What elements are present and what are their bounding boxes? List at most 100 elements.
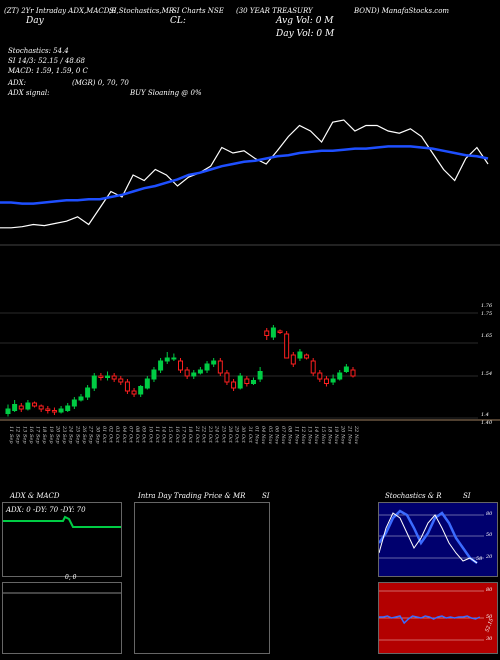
x-tick-label: 22 Oct — [200, 425, 206, 444]
candle-body — [323, 378, 329, 384]
mr-panel — [134, 502, 270, 654]
x-tick-label: 03 Oct — [114, 426, 120, 444]
x-tick-label: 25 Sep — [74, 425, 80, 444]
candle-body — [350, 369, 356, 377]
x-tick-label: 16 Oct — [174, 426, 180, 444]
x-tick-label: 27 Sep — [88, 425, 94, 444]
x-tick-label: 13 Nov — [307, 426, 313, 444]
candle-body — [237, 375, 243, 389]
average-line — [0, 145, 489, 205]
x-tick-label: 08 Nov — [287, 426, 293, 444]
adx-panel: ADX: 0 -DY: 70 -DY: 70 — [2, 502, 122, 577]
x-tick-label: 28 Oct — [227, 425, 233, 444]
candle-body — [178, 360, 183, 371]
candle-body — [211, 360, 217, 365]
x-tick-label: 10 Oct — [147, 426, 153, 444]
candle-body — [277, 330, 283, 333]
x-tick-label: 14 Oct — [161, 426, 167, 444]
x-tick-label: 17 Oct — [181, 426, 187, 444]
stoch-d-line — [379, 512, 478, 564]
candle-body — [131, 390, 137, 395]
price-label-6: 1.40 — [481, 420, 493, 426]
header-title-e: BOND) ManafaStocks.com — [354, 7, 450, 15]
x-tick-label: 23 Sep — [61, 425, 67, 444]
x-tick-label: 30 Oct — [240, 426, 246, 444]
stochastics-value: Stochastics: 54.4 — [8, 47, 69, 55]
candle-body — [197, 369, 203, 374]
adx-signal: ADX signal: — [8, 89, 50, 97]
candle-body — [257, 371, 263, 380]
candle-body — [51, 410, 57, 413]
x-tick-label: 25 Oct — [220, 425, 226, 444]
mr-panel-title: Intra Day Trading Price & MR — [138, 492, 246, 500]
candle-body — [138, 386, 144, 395]
macd-value: MACD: 1.59, 1.59, 0 C — [8, 67, 88, 75]
candle-body — [217, 360, 223, 374]
candle-body — [204, 363, 210, 371]
candle-body — [231, 381, 237, 389]
x-tick-label: 08 Oct — [134, 426, 140, 444]
candle-body — [297, 351, 303, 359]
adx-panel-title: ADX & MACD — [10, 492, 60, 500]
x-tick-label: 20 Sep — [54, 425, 60, 444]
rsi-level-80: 80 — [486, 587, 493, 593]
macd-small-value: 0, 0 — [65, 574, 77, 581]
momentum-line-chart — [0, 119, 500, 246]
candle-body — [304, 354, 310, 359]
x-tick-label: 31 Oct — [247, 426, 253, 444]
rsi-level-50: 50 — [486, 614, 493, 620]
header-title-c: SI Charts NSE — [172, 7, 224, 15]
avg-volume: Avg Vol: 0 M — [276, 16, 334, 26]
rsi-value: SI 14/3: 52.15 / 48.68 — [8, 57, 85, 65]
candle-body — [124, 381, 130, 392]
price-label-2: 1.75 — [481, 311, 493, 317]
candle-body — [171, 357, 177, 360]
candle-body — [284, 333, 290, 359]
header-title-a: (ZT) 2Yr Intraday ADX,MACD,S — [4, 7, 117, 15]
candle-body — [118, 378, 124, 383]
x-tick-label: 18 Nov — [326, 426, 332, 444]
candle-body — [105, 375, 111, 378]
rsi-level-30: 30 — [486, 636, 493, 642]
candle-body — [151, 369, 157, 380]
x-tick-label: 21 Nov — [346, 425, 352, 444]
x-tick-label: 20 Nov — [340, 425, 346, 444]
x-tick-label: 01 Nov — [253, 426, 259, 444]
stoch-panel-si: SI — [463, 492, 471, 500]
price-line — [0, 119, 489, 229]
mr-panel-si: SI — [262, 492, 270, 500]
x-tick-label: 19 Sep — [48, 426, 54, 444]
candle-body — [45, 408, 51, 411]
candle-body — [310, 360, 316, 374]
candle-body — [184, 369, 190, 377]
price-label-5: 1.4 — [481, 412, 489, 418]
candle-body — [12, 404, 18, 411]
x-tick-label: 12 Nov — [300, 426, 306, 444]
x-tick-label: 04 Nov — [260, 426, 266, 444]
x-tick-label: 07 Oct — [127, 426, 133, 444]
day-label: Day — [26, 16, 44, 26]
candle-body — [290, 354, 296, 365]
stoch-level-20: 20 — [486, 554, 493, 560]
candle-body — [5, 408, 11, 414]
stoch-panel-title: Stochastics & R — [385, 492, 442, 500]
rsi-panel: 80 50 30 52.15 — [378, 582, 498, 654]
x-tick-label: 06 Nov — [273, 426, 279, 444]
candle-body — [58, 408, 64, 413]
candle-body — [343, 366, 349, 372]
candle-body — [32, 402, 38, 407]
x-tick-label: 01 Oct — [101, 426, 107, 444]
adx-value: ADX: — [8, 79, 27, 87]
x-tick-label: 07 Nov — [280, 426, 286, 444]
x-tick-label: 26 Sep — [81, 425, 87, 444]
x-tick-label: 13 Sep — [21, 426, 27, 444]
x-tick-label: 11 Nov — [293, 426, 299, 444]
adx-green-line — [3, 515, 121, 528]
mr-value: (MGR) 0, 70, 70 — [72, 79, 129, 87]
x-tick-label: 18 Sep — [41, 426, 47, 444]
candle-body — [65, 405, 71, 411]
close-label: CL: — [170, 16, 186, 26]
x-tick-label: 11 Sep — [8, 426, 14, 444]
candle-body — [337, 372, 343, 380]
x-tick-label: 18 Oct — [187, 426, 193, 444]
